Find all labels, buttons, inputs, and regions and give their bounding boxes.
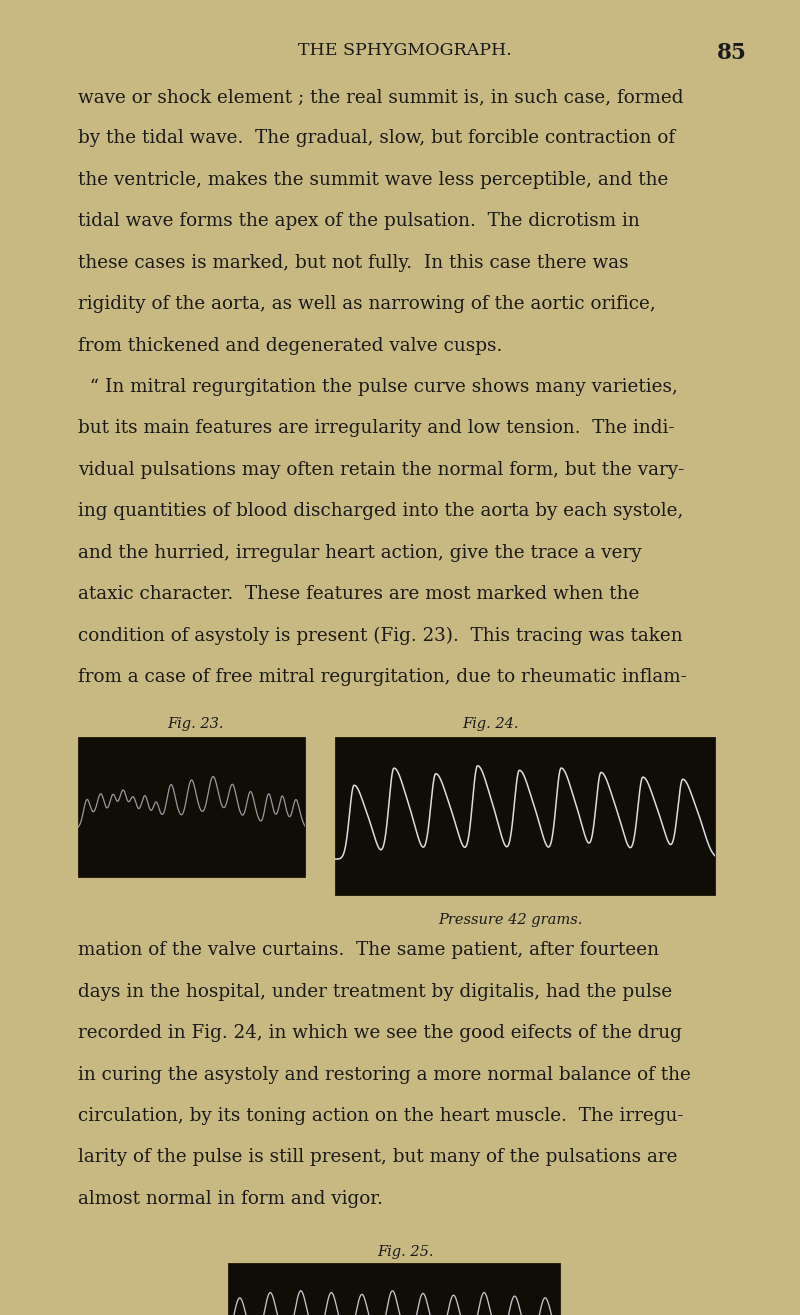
Text: ing quantities of blood discharged into the aorta by each systole,: ing quantities of blood discharged into … — [78, 502, 684, 521]
Text: almost normal in form and vigor.: almost normal in form and vigor. — [78, 1190, 383, 1208]
Text: THE SPHYGMOGRAPH.: THE SPHYGMOGRAPH. — [298, 42, 512, 59]
Text: mation of the valve curtains.  The same patient, after fourteen: mation of the valve curtains. The same p… — [78, 942, 659, 960]
Text: rigidity of the aorta, as well as narrowing of the aortic orifice,: rigidity of the aorta, as well as narrow… — [78, 295, 656, 313]
Text: condition of asystoly is present (Fig. 23).  This tracing was taken: condition of asystoly is present (Fig. 2… — [78, 626, 683, 644]
Text: from thickened and degenerated valve cusps.: from thickened and degenerated valve cus… — [78, 337, 502, 355]
Text: “ In mitral regurgitation the pulse curve shows many varieties,: “ In mitral regurgitation the pulse curv… — [78, 377, 678, 396]
Bar — [335, 738, 715, 896]
Text: tidal wave forms the apex of the pulsation.  The dicrotism in: tidal wave forms the apex of the pulsati… — [78, 212, 640, 230]
Text: vidual pulsations may often retain the normal form, but the vary-: vidual pulsations may often retain the n… — [78, 460, 685, 479]
Bar — [78, 738, 305, 877]
Text: these cases is marked, but not fully.  In this case there was: these cases is marked, but not fully. In… — [78, 254, 629, 272]
Text: from a case of free mitral regurgitation, due to rheumatic inflam-: from a case of free mitral regurgitation… — [78, 668, 687, 686]
Text: ataxic character.  These features are most marked when the: ataxic character. These features are mos… — [78, 585, 640, 604]
Text: Fig. 23.: Fig. 23. — [166, 718, 223, 731]
Text: recorded in Fig. 24, in which we see the good eifects of the drug: recorded in Fig. 24, in which we see the… — [78, 1024, 682, 1043]
Text: but its main features are irregularity and low tension.  The indi-: but its main features are irregularity a… — [78, 419, 675, 438]
Text: by the tidal wave.  The gradual, slow, but forcible contraction of: by the tidal wave. The gradual, slow, bu… — [78, 129, 675, 147]
Text: circulation, by its toning action on the heart muscle.  The irregu-: circulation, by its toning action on the… — [78, 1107, 684, 1126]
Text: 85: 85 — [717, 42, 747, 64]
Bar — [228, 1264, 560, 1315]
Text: wave or shock element ; the real summit is, in such case, formed: wave or shock element ; the real summit … — [78, 88, 684, 107]
Text: days in the hospital, under treatment by digitalis, had the pulse: days in the hospital, under treatment by… — [78, 982, 673, 1001]
Text: in curing the asystoly and restoring a more normal balance of the: in curing the asystoly and restoring a m… — [78, 1065, 691, 1084]
Text: the ventricle, makes the summit wave less perceptible, and the: the ventricle, makes the summit wave les… — [78, 171, 669, 189]
Text: and the hurried, irregular heart action, give the trace a very: and the hurried, irregular heart action,… — [78, 543, 642, 562]
Text: Fig. 25.: Fig. 25. — [377, 1245, 434, 1260]
Text: larity of the pulse is still present, but many of the pulsations are: larity of the pulse is still present, bu… — [78, 1148, 678, 1166]
Text: Pressure 42 grams.: Pressure 42 grams. — [438, 914, 582, 927]
Text: Fig. 24.: Fig. 24. — [462, 718, 518, 731]
